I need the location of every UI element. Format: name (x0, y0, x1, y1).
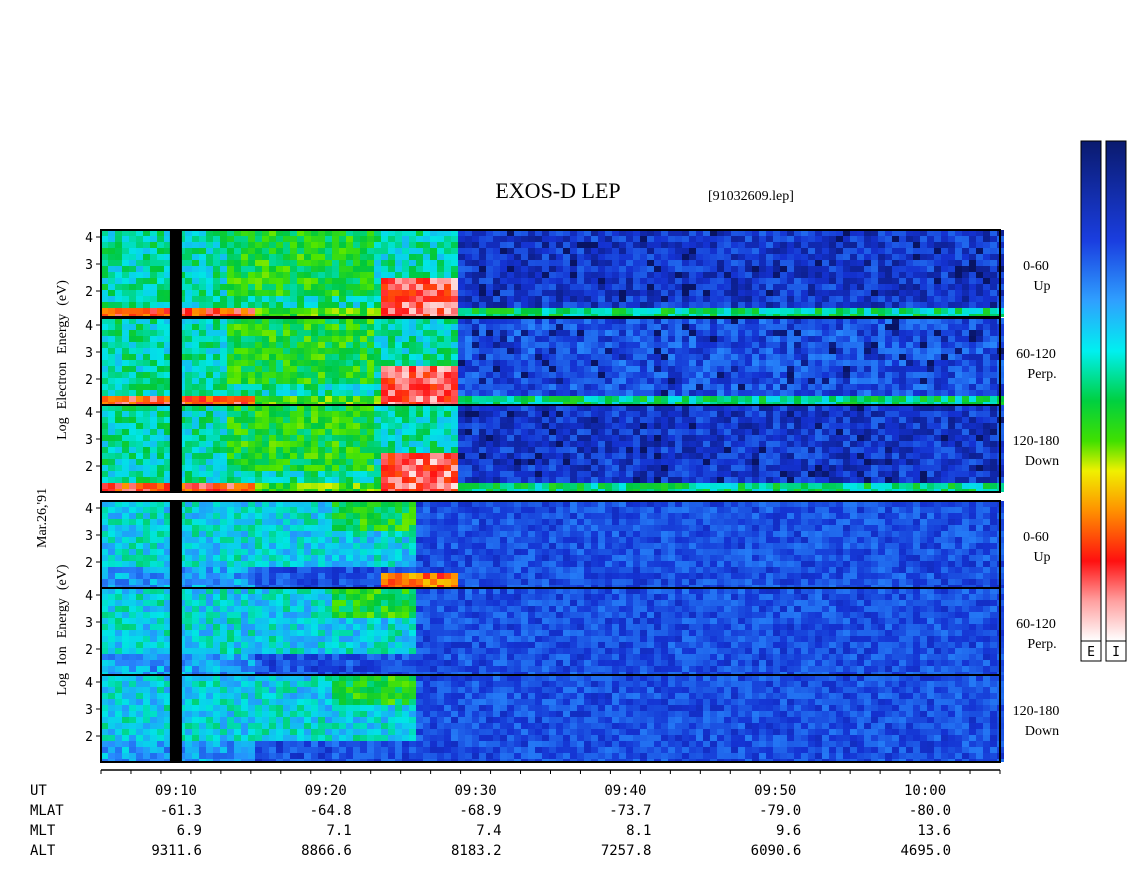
x-tick-label: 09:40 (604, 783, 646, 799)
orbit-row-name: ALT (30, 843, 56, 859)
figure-title: EXOS-D LEP (495, 178, 620, 203)
y-tick-label: 3 (85, 529, 93, 544)
colorbar-label-electron: E (1087, 645, 1095, 660)
y-label-word: (eV) (55, 564, 70, 590)
orbit-row-name: MLT (30, 823, 56, 839)
x-tick-label: 09:10 (155, 783, 197, 799)
y-tick-label: 2 (85, 460, 93, 475)
y-tick-label: 3 (85, 616, 93, 631)
pitch-angle-labels: 0-60 Up 60-120 Perp. 120-180 Down 0-60 Up 60-120… (1013, 259, 1060, 739)
panel-angle-label: 120-180 (1013, 434, 1060, 449)
x-tick-label: 09:50 (754, 783, 796, 799)
orbit-value: 9311.6 (151, 843, 202, 859)
orbit-value: -68.9 (459, 803, 501, 819)
orbit-value: 9.6 (776, 823, 801, 839)
panel-angle-label: 0-60 (1023, 259, 1049, 274)
orbit-value: 6.9 (177, 823, 202, 839)
y-label-word: Ion (55, 646, 70, 665)
file-label: [91032609.lep] (708, 189, 794, 204)
colorbar-ion (1105, 140, 1127, 642)
y-tick-label: 4 (85, 502, 93, 517)
y-tick-label: 2 (85, 285, 93, 300)
y-tick-label: 2 (85, 556, 93, 571)
orbit-value: 7.4 (476, 823, 501, 839)
panel-electron-1: 4 3 2 (85, 229, 1004, 318)
y-label-word: Log (55, 673, 70, 696)
x-tick-label: 09:20 (305, 783, 347, 799)
panel-direction-label: Down (1025, 454, 1059, 469)
panel-angle-label: 0-60 (1023, 530, 1049, 545)
y-axis-labels: Log Electron Energy (eV) Log Ion Energy (eV) (55, 280, 70, 696)
y-tick-label: 3 (85, 433, 93, 448)
orbit-value: 6090.6 (751, 843, 802, 859)
orbit-value: -80.0 (909, 803, 951, 819)
panel-direction-label: Perp. (1027, 637, 1056, 652)
x-tick-label: 10:00 (904, 783, 946, 799)
orbit-value: 7.1 (326, 823, 351, 839)
orbit-value: -73.7 (609, 803, 651, 819)
date-label: Mar.26,'91 (35, 488, 50, 548)
y-label-word: Energy (55, 314, 70, 354)
y-axis-label-electron: Log Electron Energy (eV) (55, 280, 70, 440)
data-gap (169, 675, 182, 762)
colorbar-label-ion: I (1112, 645, 1120, 660)
y-tick-label: 4 (85, 406, 93, 421)
data-gap (169, 230, 182, 317)
y-tick-label: 3 (85, 258, 93, 273)
spectrogram-panels: 4 3 2 4 3 2 4 3 2 4 3 2 4 3 2 4 3 2 (85, 229, 1004, 763)
y-tick-label: 4 (85, 676, 93, 691)
y-label-word: Electron (55, 362, 70, 409)
orbit-row-name: MLAT (30, 803, 64, 819)
y-tick-label: 4 (85, 231, 93, 246)
data-gap (169, 588, 182, 675)
orbit-row-name: UT (30, 783, 47, 799)
y-tick-label: 2 (85, 730, 93, 745)
y-axis-label-ion: Log Ion Energy (eV) (55, 564, 70, 695)
orbit-value: -64.8 (310, 803, 352, 819)
y-label-word: Energy (55, 598, 70, 638)
y-label-word: Log (55, 417, 70, 440)
y-tick-label: 3 (85, 703, 93, 718)
data-gap (169, 501, 182, 588)
panel-electron-2: 4 3 2 (85, 317, 1004, 406)
panel-electron-3: 4 3 2 (85, 404, 1004, 493)
y-tick-label: 2 (85, 373, 93, 388)
panel-ion-1: 4 3 2 (85, 500, 1004, 589)
panel-angle-label: 60-120 (1016, 617, 1056, 632)
y-tick-label: 2 (85, 643, 93, 658)
orbit-value: 4695.0 (901, 843, 952, 859)
orbit-value: -79.0 (759, 803, 801, 819)
orbit-value: 8.1 (626, 823, 651, 839)
panel-direction-label: Up (1033, 279, 1050, 294)
panel-direction-label: Up (1033, 550, 1050, 565)
time-axis: 09:10 09:20 09:30 09:40 09:50 10:00 (100, 769, 1001, 799)
data-gap (169, 318, 182, 405)
colorbar-electron (1080, 140, 1102, 642)
panel-ion-2: 4 3 2 (85, 587, 1004, 676)
orbit-value: 8183.2 (451, 843, 502, 859)
panel-direction-label: Perp. (1027, 367, 1056, 382)
panel-ion-3: 4 3 2 (85, 674, 1004, 763)
panel-angle-label: 120-180 (1013, 704, 1060, 719)
y-label-word: (eV) (55, 280, 70, 306)
x-tick-label: 09:30 (455, 783, 497, 799)
data-gap (169, 405, 182, 492)
y-tick-label: 4 (85, 319, 93, 334)
orbit-value: 13.6 (917, 823, 951, 839)
orbit-value: 8866.6 (301, 843, 352, 859)
colorbars: E I (1080, 140, 1127, 662)
orbit-table: UT MLAT -61.3 -64.8 -68.9 -73.7 -79.0 -80.0 MLT 6… (30, 783, 951, 859)
panel-angle-label: 60-120 (1016, 347, 1056, 362)
orbit-value: 7257.8 (601, 843, 652, 859)
y-tick-label: 3 (85, 346, 93, 361)
y-tick-label: 4 (85, 589, 93, 604)
orbit-value: -61.3 (160, 803, 202, 819)
panel-direction-label: Down (1025, 724, 1059, 739)
